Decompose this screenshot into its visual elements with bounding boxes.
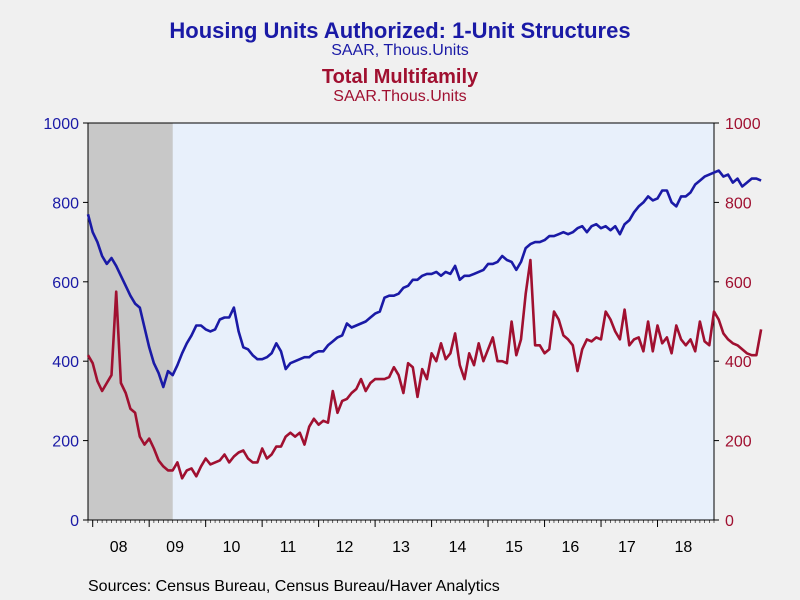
- x-tick-label: 15: [505, 539, 523, 556]
- series-line-total-multifamily: [86, 258, 763, 480]
- x-tick-label: 10: [223, 539, 241, 556]
- x-tick-label: 13: [392, 539, 410, 556]
- left-y-tick-label: 0: [70, 513, 79, 530]
- left-y-tick-label: 1000: [43, 116, 79, 133]
- right-y-tick-label: 400: [725, 354, 752, 371]
- right-y-tick-label: 600: [725, 275, 752, 292]
- x-tick-label: 17: [618, 539, 636, 556]
- right-y-tick-label: 200: [725, 434, 752, 451]
- x-tick-label: 16: [562, 539, 580, 556]
- series-line-1-unit-structures: [86, 169, 762, 389]
- x-tick-label: 08: [110, 539, 128, 556]
- left-y-tick-label: 600: [52, 275, 79, 292]
- left-y-tick-label: 200: [52, 434, 79, 451]
- right-y-tick-label: 1000: [725, 116, 761, 133]
- source-note: Sources: Census Bureau, Census Bureau/Ha…: [88, 578, 500, 595]
- chart-title-1: Housing Units Authorized: 1-Unit Structu…: [169, 18, 631, 43]
- recession-shading: [88, 123, 173, 520]
- x-tick-label: 18: [675, 539, 693, 556]
- chart-subtitle-2: SAAR.Thous.Units: [333, 88, 467, 105]
- right-y-tick-label: 0: [725, 513, 734, 530]
- left-y-tick-label: 800: [52, 195, 79, 212]
- x-tick-label: 14: [449, 539, 467, 556]
- left-y-tick-label: 400: [52, 354, 79, 371]
- chart-subtitle-1: SAAR, Thous.Units: [331, 42, 469, 59]
- x-tick-label: 11: [280, 539, 297, 556]
- chart-title-2: Total Multifamily: [321, 66, 479, 88]
- plot-area: [88, 123, 714, 520]
- x-tick-label: 09: [166, 539, 184, 556]
- x-tick-label: 12: [336, 539, 354, 556]
- right-y-tick-label: 800: [725, 195, 752, 212]
